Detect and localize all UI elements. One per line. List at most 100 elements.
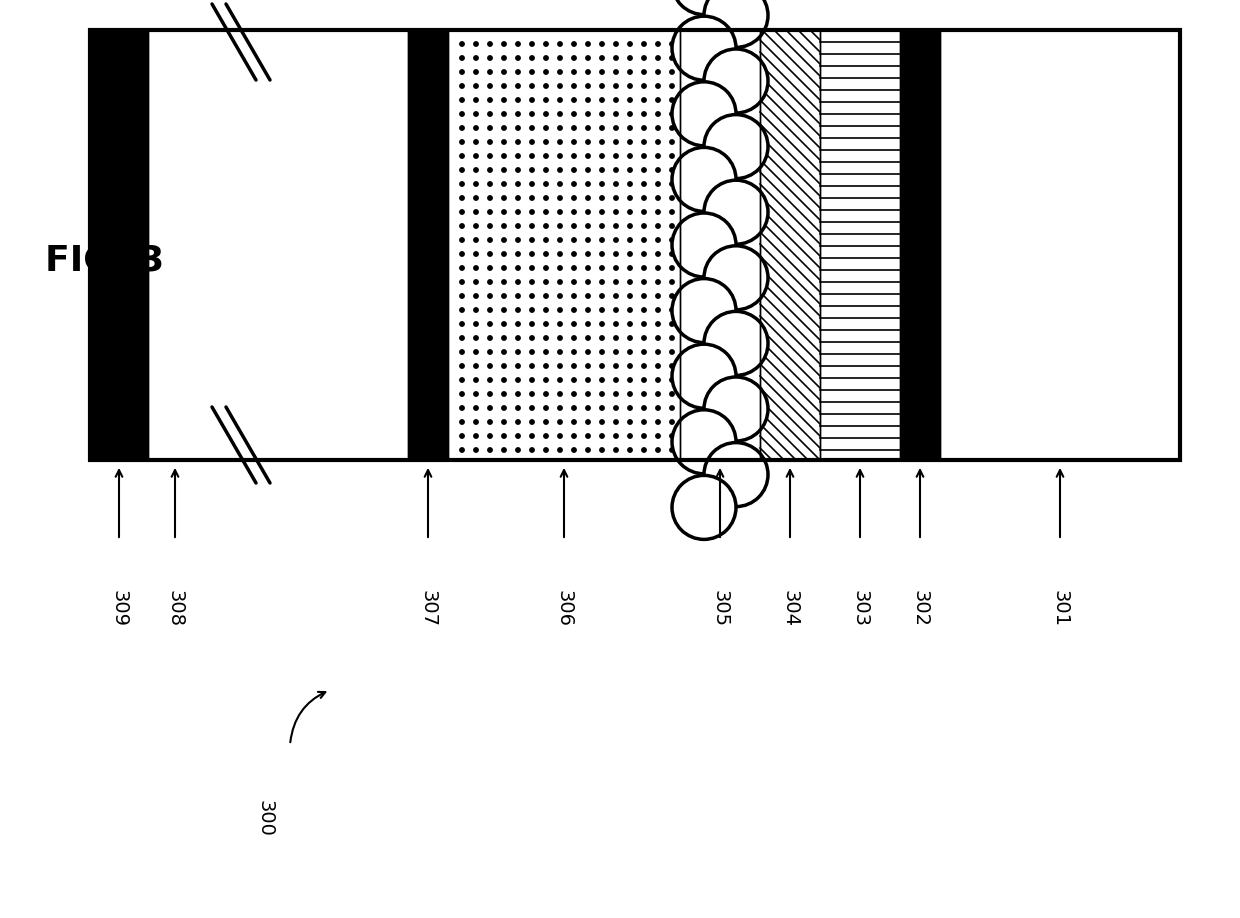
Circle shape bbox=[460, 252, 464, 256]
Circle shape bbox=[474, 280, 479, 285]
Circle shape bbox=[460, 238, 464, 242]
Circle shape bbox=[558, 210, 562, 214]
Circle shape bbox=[502, 70, 506, 74]
Circle shape bbox=[672, 0, 737, 15]
Circle shape bbox=[585, 168, 590, 173]
Circle shape bbox=[544, 182, 548, 186]
Circle shape bbox=[460, 112, 464, 117]
Circle shape bbox=[600, 378, 604, 382]
Circle shape bbox=[672, 82, 737, 146]
Circle shape bbox=[460, 126, 464, 130]
Circle shape bbox=[502, 364, 506, 368]
Circle shape bbox=[502, 420, 506, 424]
Circle shape bbox=[460, 448, 464, 453]
Circle shape bbox=[558, 126, 562, 130]
Circle shape bbox=[614, 448, 619, 453]
Circle shape bbox=[670, 238, 675, 242]
Circle shape bbox=[585, 182, 590, 186]
Circle shape bbox=[474, 266, 479, 270]
Circle shape bbox=[600, 70, 604, 74]
Circle shape bbox=[572, 168, 577, 173]
Circle shape bbox=[585, 392, 590, 397]
Circle shape bbox=[585, 336, 590, 341]
Circle shape bbox=[474, 350, 479, 354]
Circle shape bbox=[585, 322, 590, 326]
Circle shape bbox=[627, 350, 632, 354]
Circle shape bbox=[502, 294, 506, 298]
Circle shape bbox=[572, 182, 577, 186]
Circle shape bbox=[642, 182, 646, 186]
Circle shape bbox=[487, 266, 492, 270]
Circle shape bbox=[656, 84, 660, 88]
Circle shape bbox=[656, 266, 660, 270]
Circle shape bbox=[529, 280, 534, 285]
Circle shape bbox=[487, 308, 492, 312]
Circle shape bbox=[544, 42, 548, 46]
Text: 308: 308 bbox=[165, 590, 185, 627]
Circle shape bbox=[600, 154, 604, 158]
Circle shape bbox=[642, 210, 646, 214]
Circle shape bbox=[600, 252, 604, 256]
Circle shape bbox=[642, 84, 646, 88]
Circle shape bbox=[502, 378, 506, 382]
Circle shape bbox=[460, 84, 464, 88]
Circle shape bbox=[585, 196, 590, 200]
Circle shape bbox=[529, 336, 534, 341]
Circle shape bbox=[572, 252, 577, 256]
Circle shape bbox=[516, 70, 521, 74]
Circle shape bbox=[572, 378, 577, 382]
Circle shape bbox=[544, 308, 548, 312]
Circle shape bbox=[460, 350, 464, 354]
Circle shape bbox=[544, 266, 548, 270]
Circle shape bbox=[672, 476, 737, 540]
Circle shape bbox=[670, 42, 675, 46]
Circle shape bbox=[670, 126, 675, 130]
Circle shape bbox=[529, 182, 534, 186]
Circle shape bbox=[487, 406, 492, 410]
Circle shape bbox=[558, 70, 562, 74]
Circle shape bbox=[627, 56, 632, 61]
Circle shape bbox=[585, 210, 590, 214]
Circle shape bbox=[558, 434, 562, 438]
Circle shape bbox=[502, 336, 506, 341]
Circle shape bbox=[572, 336, 577, 341]
Circle shape bbox=[585, 378, 590, 382]
Circle shape bbox=[558, 84, 562, 88]
Circle shape bbox=[600, 224, 604, 229]
Circle shape bbox=[474, 84, 479, 88]
Circle shape bbox=[670, 70, 675, 74]
Circle shape bbox=[600, 112, 604, 117]
Circle shape bbox=[529, 308, 534, 312]
Circle shape bbox=[529, 154, 534, 158]
Circle shape bbox=[544, 406, 548, 410]
Circle shape bbox=[460, 364, 464, 368]
Circle shape bbox=[642, 112, 646, 117]
Circle shape bbox=[544, 70, 548, 74]
Circle shape bbox=[672, 17, 737, 80]
Circle shape bbox=[627, 84, 632, 88]
Bar bbox=[91, 30, 148, 460]
Circle shape bbox=[529, 350, 534, 354]
Circle shape bbox=[656, 392, 660, 397]
Circle shape bbox=[600, 56, 604, 61]
Circle shape bbox=[516, 98, 521, 102]
Circle shape bbox=[704, 311, 768, 375]
Circle shape bbox=[572, 238, 577, 242]
Circle shape bbox=[544, 112, 548, 117]
Circle shape bbox=[502, 350, 506, 354]
Circle shape bbox=[474, 252, 479, 256]
Circle shape bbox=[474, 406, 479, 410]
Circle shape bbox=[572, 392, 577, 397]
Bar bbox=[900, 30, 940, 460]
Circle shape bbox=[642, 378, 646, 382]
Circle shape bbox=[558, 168, 562, 173]
Circle shape bbox=[585, 224, 590, 229]
Circle shape bbox=[642, 238, 646, 242]
Circle shape bbox=[656, 196, 660, 200]
Circle shape bbox=[502, 56, 506, 61]
Circle shape bbox=[642, 448, 646, 453]
Circle shape bbox=[544, 154, 548, 158]
Circle shape bbox=[670, 364, 675, 368]
Circle shape bbox=[529, 84, 534, 88]
Circle shape bbox=[672, 409, 737, 474]
